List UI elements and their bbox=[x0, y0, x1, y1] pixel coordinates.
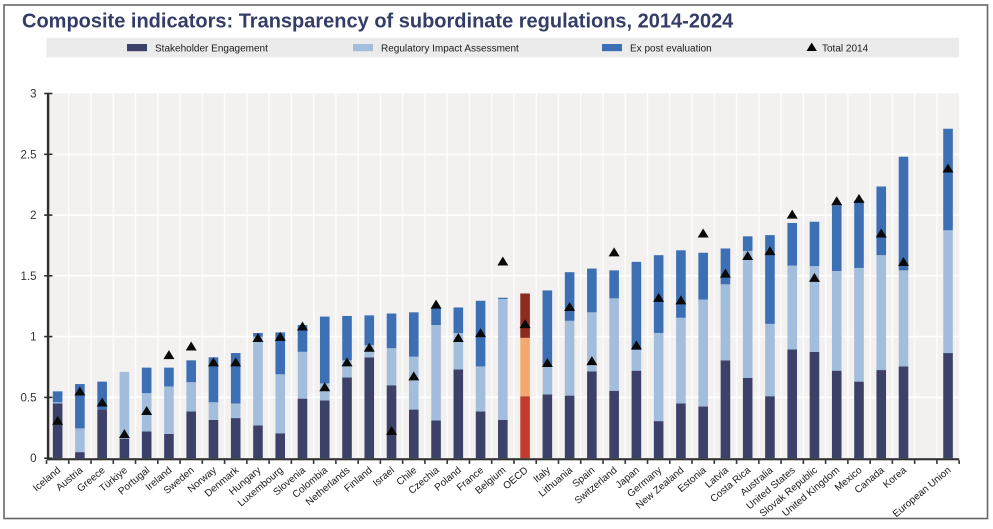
svg-text:Regulatory Impact Assessment: Regulatory Impact Assessment bbox=[381, 44, 519, 55]
svg-text:3: 3 bbox=[30, 89, 36, 101]
svg-text:2.5: 2.5 bbox=[21, 149, 37, 161]
svg-text:1.5: 1.5 bbox=[21, 271, 37, 283]
svg-text:Ex post evaluation: Ex post evaluation bbox=[630, 44, 712, 55]
svg-text:2: 2 bbox=[30, 210, 36, 222]
svg-text:Composite indicators: Transpar: Composite indicators: Transparency of su… bbox=[22, 11, 734, 33]
svg-text:0.5: 0.5 bbox=[21, 392, 37, 404]
svg-text:1: 1 bbox=[30, 332, 36, 344]
svg-text:0: 0 bbox=[30, 453, 36, 465]
svg-text:Total 2014: Total 2014 bbox=[822, 44, 869, 55]
svg-text:Stakeholder Engagement: Stakeholder Engagement bbox=[155, 44, 268, 55]
